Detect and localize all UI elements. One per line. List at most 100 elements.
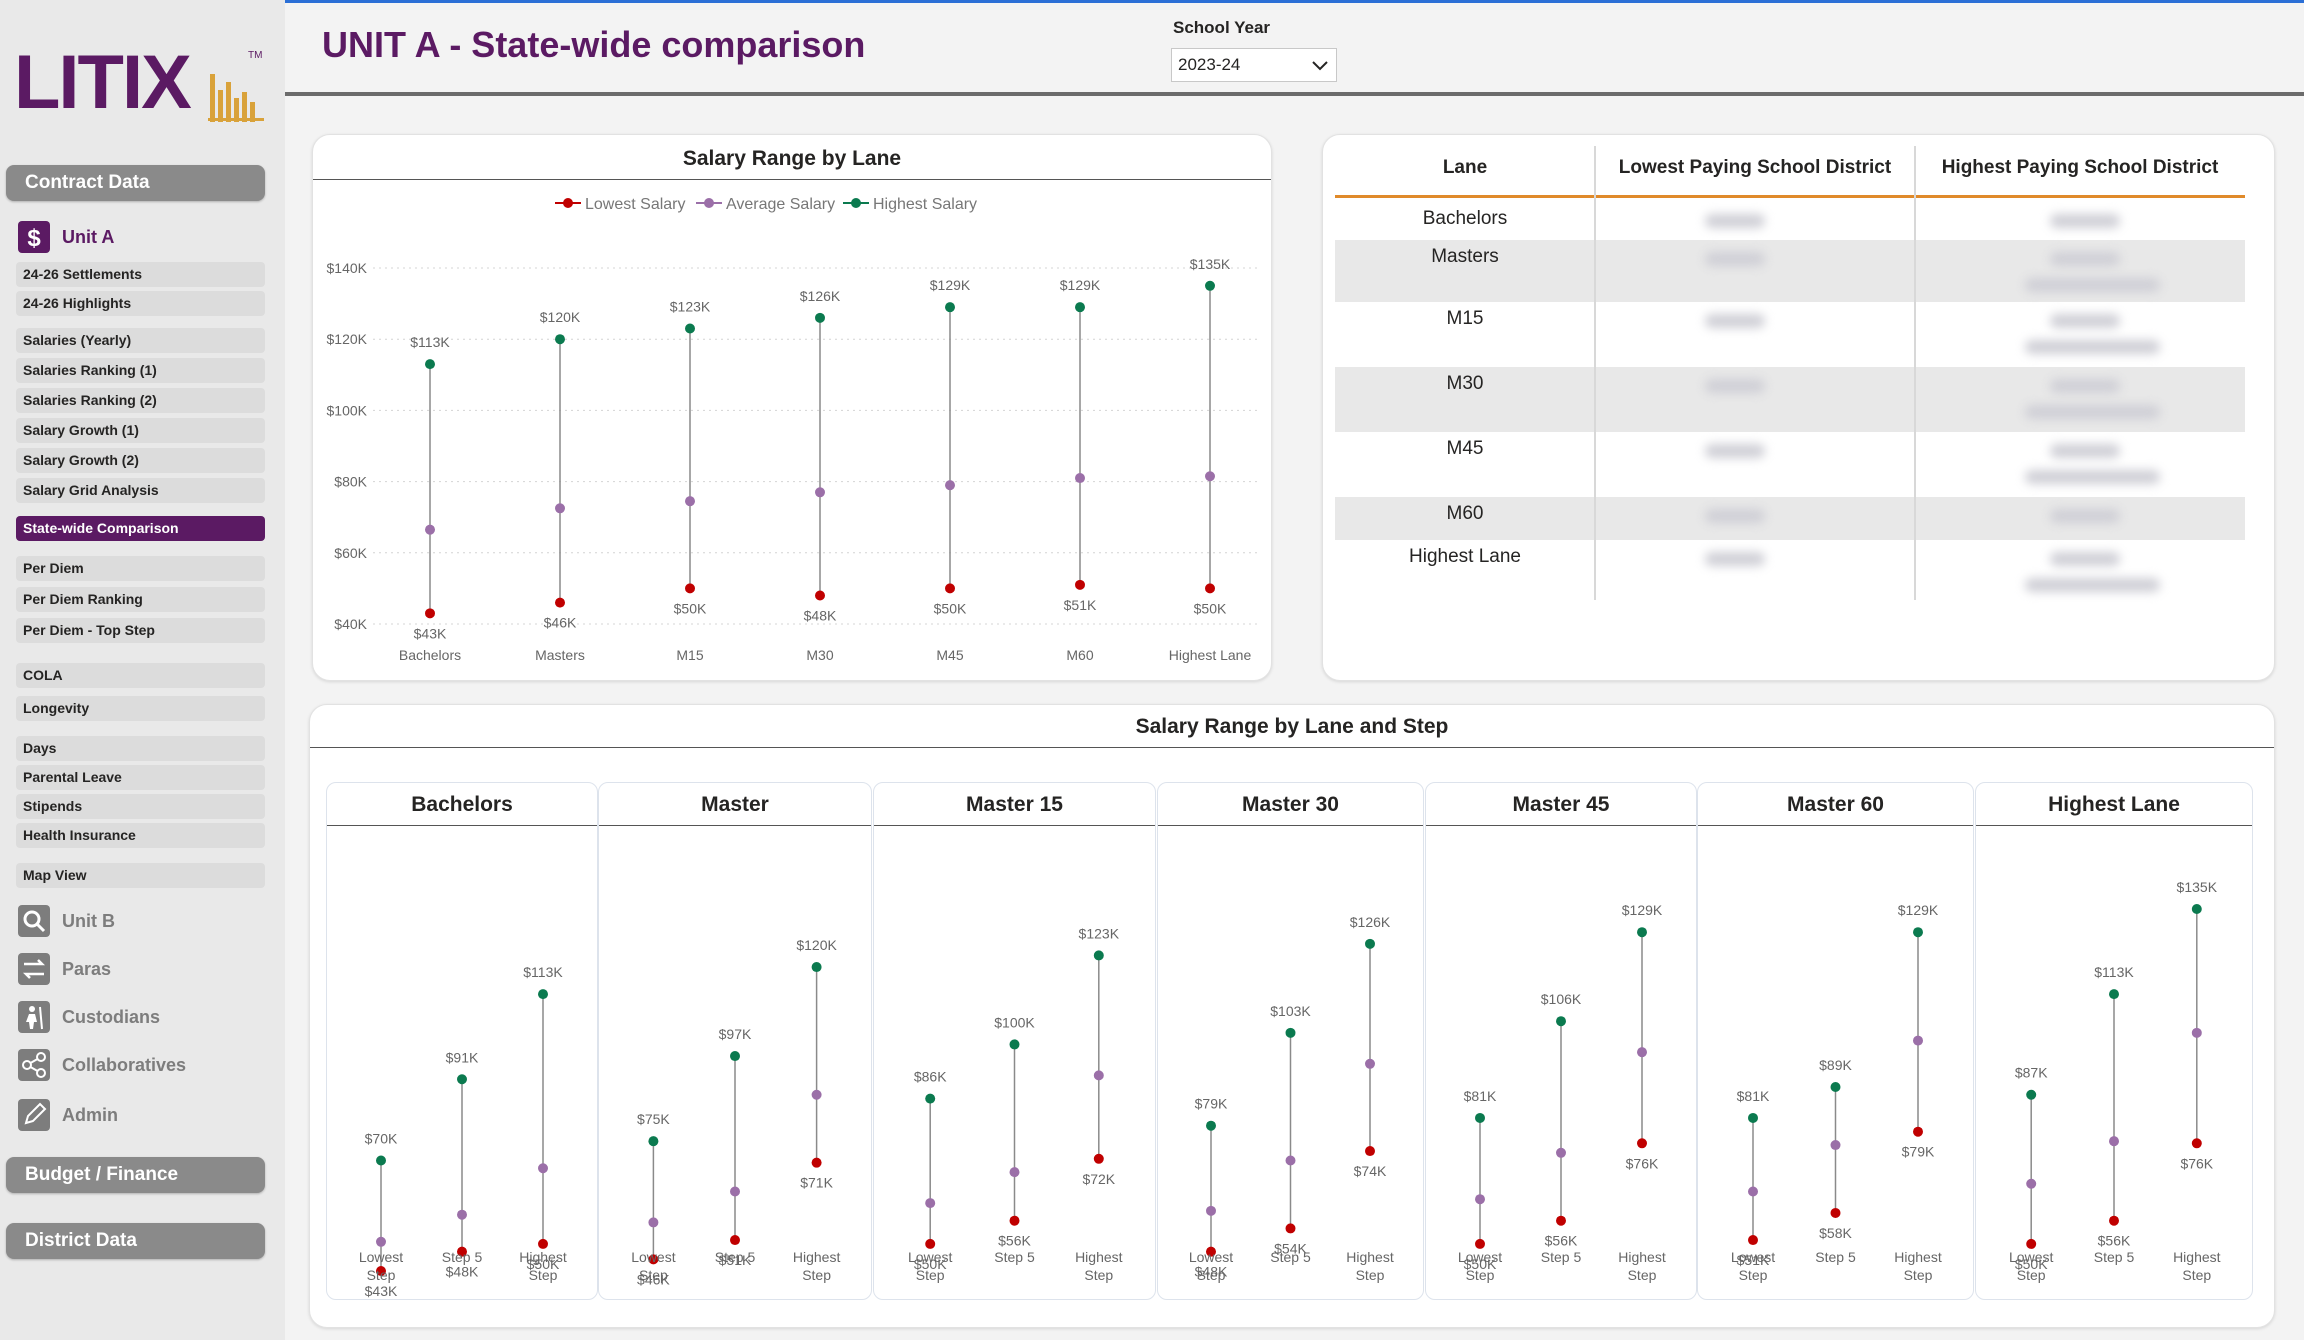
lowest-salary-point [811, 1157, 822, 1168]
nav-salaries-yearly[interactable]: Salaries (Yearly) [16, 328, 265, 353]
school-year-dropdown[interactable]: 2023-24 [1171, 48, 1337, 82]
highest-data-label: $100K [994, 1014, 1035, 1030]
nav-per-diem-top-step[interactable]: Per Diem - Top Step [16, 618, 265, 643]
lowest-data-label: $71K [800, 1175, 833, 1191]
school-year-value: 2023-24 [1178, 55, 1241, 74]
highest-data-label: $91K [446, 1049, 479, 1065]
paras-nav[interactable]: Paras [18, 952, 111, 986]
legend-marker [851, 198, 861, 208]
highest-salary-point [1365, 938, 1375, 949]
panel-title-rule [327, 825, 597, 826]
lane-chart-svg: Lowest Salary Average Salary Highest Salar… [327, 196, 1258, 663]
table-row[interactable]: M15 [1335, 302, 2245, 367]
highest-data-label: $126K [1350, 914, 1391, 930]
highest-salary-point [1285, 1027, 1296, 1038]
nav-per-diem[interactable]: Per Diem [16, 556, 265, 581]
table-row[interactable]: Highest Lane [1335, 540, 2245, 600]
average-salary-point [1009, 1167, 1020, 1178]
nav-salary-growth-2[interactable]: Salary Growth (2) [16, 448, 265, 473]
highest-salary-point [425, 359, 435, 370]
table-row[interactable]: M30 [1335, 367, 2245, 432]
lowest-data-label: $50K [674, 600, 707, 616]
nav-salaries-ranking-1[interactable]: Salaries Ranking (1) [16, 358, 265, 383]
table-row[interactable]: M45 [1335, 432, 2245, 497]
x-tick-label: Step [1084, 1267, 1113, 1283]
table-header-lane[interactable]: Lane [1442, 157, 1488, 178]
contract-data-button[interactable]: Contract Data [6, 165, 265, 201]
average-salary-point [1365, 1058, 1375, 1069]
highest-salary-point [1830, 1082, 1841, 1092]
nav-salary-growth-1[interactable]: Salary Growth (1) [16, 418, 265, 443]
highest-data-label: $87K [2015, 1065, 2048, 1081]
nav-24-26-settlements[interactable]: 24-26 Settlements [16, 262, 265, 287]
y-tick-label: $100K [327, 402, 368, 418]
nav-state-wide-comparison[interactable]: State-wide Comparison [16, 516, 265, 541]
redacted-district-name [2050, 314, 2120, 328]
lowest-salary-point [730, 1235, 740, 1246]
nav-per-diem-ranking[interactable]: Per Diem Ranking [16, 587, 265, 612]
table-row[interactable]: M60 [1335, 497, 2245, 540]
average-salary-point [1556, 1147, 1566, 1158]
lowest-data-label: $56K [2098, 1233, 2131, 1249]
admin-nav[interactable]: Admin [18, 1098, 118, 1132]
x-tick-label: Highest Lane [1169, 647, 1252, 663]
average-salary-point [1475, 1194, 1485, 1205]
nav-days[interactable]: Days [16, 736, 265, 761]
highest-salary-point [648, 1136, 659, 1147]
lowest-salary-point [425, 608, 435, 619]
unit-a-label: Unit A [62, 226, 115, 247]
lowest-salary-point [1093, 1153, 1104, 1164]
nav-health-insurance[interactable]: Health Insurance [16, 823, 265, 848]
nav-parental-leave[interactable]: Parental Leave [16, 765, 265, 790]
unit-b-nav[interactable]: Unit B [18, 904, 115, 938]
table-row[interactable]: Masters [1335, 240, 2245, 302]
x-tick-label: M15 [676, 647, 703, 663]
lowest-salary-point [1285, 1223, 1296, 1234]
highest-data-label: $129K [1060, 277, 1101, 293]
nav-longevity[interactable]: Longevity [16, 696, 265, 721]
highest-salary-point [811, 962, 822, 973]
panel-title: Master 15 [966, 793, 1063, 816]
x-tick-label: Step [1739, 1267, 1768, 1283]
custodians-nav[interactable]: Custodians [18, 1000, 160, 1034]
nav-cola[interactable]: COLA [16, 663, 265, 688]
lowest-data-label: $46K [544, 615, 577, 631]
nav-map-view[interactable]: Map View [16, 863, 265, 888]
x-tick-label: Step 5 [715, 1249, 756, 1265]
highest-data-label: $123K [670, 299, 711, 315]
average-salary-point [1637, 1047, 1647, 1058]
highest-data-label: $89K [1819, 1057, 1852, 1073]
litix-logo[interactable]: LITIX TM [14, 40, 266, 126]
lowest-salary-point [376, 1266, 386, 1276]
lowest-salary-point [815, 590, 825, 601]
table-cell-lane: M15 [1446, 308, 1484, 329]
panel-title: Master [701, 793, 769, 816]
unit-a-nav[interactable]: $ Unit A [18, 220, 114, 254]
highest-salary-point [457, 1074, 467, 1085]
nav-salary-grid-analysis[interactable]: Salary Grid Analysis [16, 478, 265, 503]
redacted-district-name [1705, 444, 1765, 458]
budget-finance-button[interactable]: Budget / Finance [6, 1157, 265, 1193]
x-tick-label: Step 5 [1541, 1249, 1582, 1265]
redacted-district-name [2025, 405, 2160, 419]
nav-24-26-highlights[interactable]: 24-26 Highlights [16, 291, 265, 316]
pencil-icon [18, 1099, 50, 1131]
table-header-highest-district[interactable]: Highest Paying School District [1941, 157, 2219, 178]
redacted-district-name [1705, 509, 1765, 523]
table-header-lowest-district[interactable]: Lowest Paying School District [1618, 157, 1892, 178]
nav-stipends[interactable]: Stipends [16, 794, 265, 819]
table-row[interactable]: Bachelors [1335, 202, 2245, 238]
x-tick-label: Step 5 [1815, 1249, 1856, 1265]
redacted-district-name [2025, 470, 2160, 484]
highest-salary-point [1093, 950, 1104, 961]
highest-salary-point [730, 1051, 740, 1062]
district-data-button[interactable]: District Data [6, 1223, 265, 1259]
highest-salary-point [2191, 904, 2202, 914]
x-tick-label: Step 5 [442, 1249, 483, 1265]
legend-label: Average Salary [726, 196, 835, 213]
chevron-down-icon [1312, 61, 1328, 71]
nav-salaries-ranking-2[interactable]: Salaries Ranking (2) [16, 388, 265, 413]
collaboratives-nav[interactable]: Collaboratives [18, 1048, 186, 1082]
